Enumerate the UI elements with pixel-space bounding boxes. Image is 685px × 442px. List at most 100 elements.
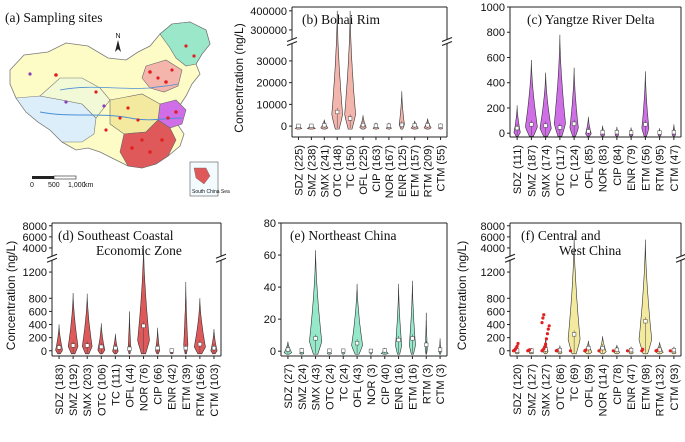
x-category-label: OTC (148) (332, 145, 344, 197)
x-category-label: CIP (78) (612, 364, 624, 405)
chart-title-line: Economic Zone (96, 243, 182, 258)
axis-break-mark (286, 40, 298, 47)
x-category-label: SDZ (111) (512, 145, 524, 194)
y-tick-label: 0 (499, 346, 505, 358)
outlier-point-OTC (555, 348, 559, 352)
violin-mean-ETM (643, 122, 648, 127)
violin-mean-CIP (614, 130, 619, 135)
chart-title: (e) Northeast China (290, 228, 396, 243)
y-tick-label: 6000 (481, 232, 505, 244)
outlier-point-SMX (546, 327, 550, 331)
x-category-label: SMZ (127) (526, 364, 538, 416)
x-category-label: SMZ (192) (68, 364, 80, 416)
violin-mean-OFL (586, 129, 591, 134)
violin-mean-OFL (586, 346, 591, 351)
x-category-label: OFL (44) (124, 364, 136, 408)
x-category-label: TC (69) (569, 364, 581, 401)
x-category-label: ENR (125) (397, 145, 409, 197)
violin-SMZ (525, 59, 538, 137)
outlier-point-SMX (545, 332, 550, 336)
scale-label-500: 500 (48, 182, 60, 189)
violin-mean-SMX (543, 123, 548, 128)
y-axis-label: Concentration (ng/L) (4, 241, 18, 350)
outlier-point-SMX (542, 313, 546, 317)
y-tick-label: 1200 (481, 267, 505, 279)
y-axis-label: Concentration (ng/L) (232, 23, 246, 132)
sampling-dots-purple (28, 72, 106, 108)
axis-break-mark (46, 253, 58, 259)
violin-mean-CTM (438, 347, 443, 352)
x-category-label: CTM (93) (669, 364, 681, 410)
x-category-label: RTM (166) (195, 364, 207, 416)
x-category-label: CTM (3) (435, 364, 447, 404)
violin-mean-SMX (313, 336, 318, 341)
violin-OFL (351, 283, 363, 355)
x-category-label: ETM (56) (640, 145, 652, 191)
y-tick-label: 600 (487, 52, 505, 64)
axis-break-mark (286, 36, 298, 43)
axis-break-mark (441, 36, 453, 43)
violin-mean-CTM (438, 123, 443, 128)
y-tick-label: 1200 (23, 267, 47, 279)
violin-ETM (183, 281, 189, 355)
y-tick-label: 40 (264, 282, 276, 294)
southeast-region-shape (119, 119, 177, 169)
sampling-dots (54, 44, 196, 154)
x-category-label: CTM (103) (209, 364, 221, 417)
violin-mean-CIP (614, 347, 619, 352)
violin-RTM (193, 298, 206, 355)
x-category-label: ENR (16) (394, 364, 406, 410)
violin-OTC (553, 34, 566, 137)
x-category-label: ENR (42) (167, 364, 179, 410)
violin-mean-RTM (424, 342, 429, 347)
outlier-point-ETM (641, 347, 645, 351)
y-tick-label: 4000 (481, 243, 505, 255)
violin-mean-NOR (600, 130, 605, 135)
chart-title: (c) Yangtze River Delta (527, 12, 654, 27)
violin-OTC (331, 10, 343, 130)
x-category-label: RTM (209) (423, 145, 435, 197)
violin-mean-ENR (169, 348, 174, 353)
violin-mean-NOR (368, 348, 373, 353)
outlier-point-RTM (655, 348, 659, 352)
y-tick-label: 300000 (250, 25, 287, 37)
chart-title-line: (d) Southeast Coastal (58, 228, 174, 243)
x-category-label: SDZ (120) (512, 364, 524, 415)
y-tick-label: 800 (487, 27, 505, 39)
x-category-label: OTC (117) (555, 145, 567, 196)
x-category-label: ETM (157) (410, 145, 422, 197)
river-line (59, 83, 179, 91)
violin-mean-ENR (629, 130, 634, 135)
violin-ENR (395, 283, 403, 355)
x-category-label: OFL (85) (583, 145, 595, 189)
violin-mean-TC (113, 346, 118, 351)
north-arrow-icon: N (115, 33, 121, 52)
scale-label-1000: 1,000 (68, 182, 86, 189)
violin-mean-ENR (396, 337, 401, 343)
chart-title: (b) Bohai Rim (302, 12, 380, 27)
x-category-label: SDZ (183) (54, 364, 66, 415)
chart-panel-b: (b) Bohai Rim 0 10000 20000 30000 300000 40000… (232, 6, 453, 198)
outlier-point-SMX (547, 324, 551, 328)
x-category-label: TC (124) (569, 145, 581, 188)
y-tick-label: 600 (487, 306, 505, 318)
x-category-label: OFL (43) (352, 364, 364, 408)
outlier-point-SMX (544, 337, 549, 341)
y-axis-label: Concentration (ng/L) (455, 241, 469, 350)
violin-SMX (81, 293, 93, 355)
outlier-point-SDZ (515, 344, 519, 348)
y-tick-label: 20000 (256, 78, 287, 90)
river-line (39, 111, 183, 121)
outlier-point-SDZ (516, 341, 520, 346)
northeast-region-shape (159, 21, 211, 67)
violin-ETM (641, 71, 650, 137)
axis-break-mark (675, 254, 685, 259)
axis-break-mark (46, 257, 58, 263)
violin-mean-ETM (410, 336, 415, 341)
violin-mean-SMZ (529, 122, 534, 127)
violin-NOR (137, 245, 150, 355)
violin-mean-SMX (322, 123, 327, 128)
x-category-label: SMZ (24) (297, 364, 309, 410)
x-category-label: CTM (47) (669, 145, 681, 191)
violin-mean-OTC (335, 109, 340, 115)
